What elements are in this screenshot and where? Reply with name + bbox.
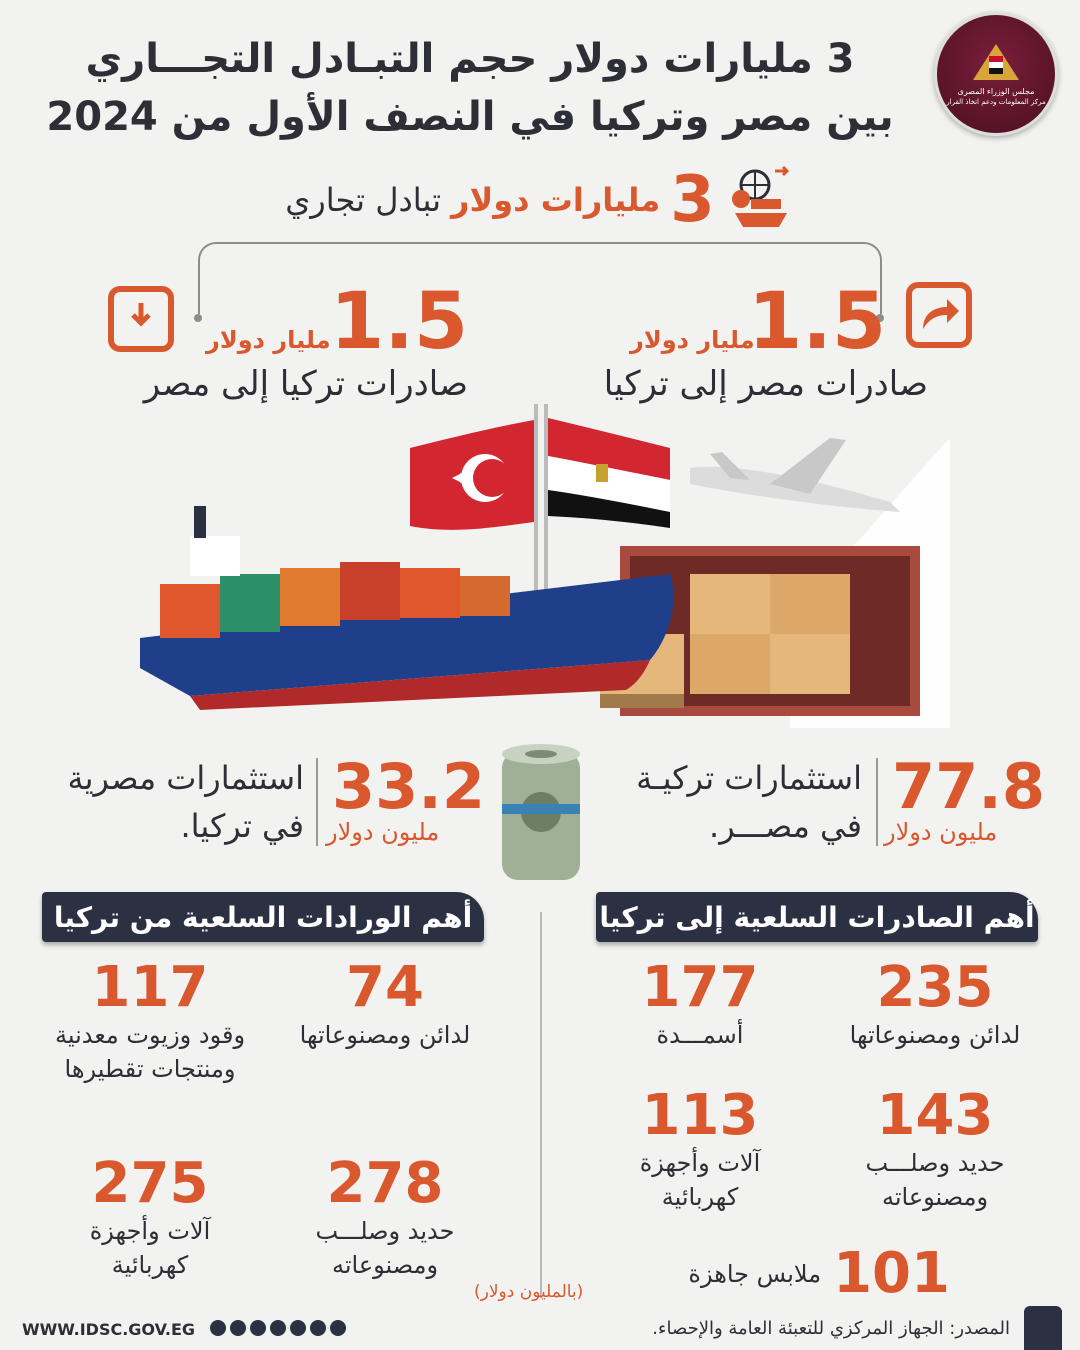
egyptian-investments-unit: مليون دولار	[326, 818, 440, 846]
logo-text-1: مجلس الوزراء المصرى	[957, 86, 1035, 96]
turkey-exports-unit: مليار دولار	[206, 326, 331, 354]
cabinet-idsc-logo: مجلس الوزراء المصرى مركز المعلومات ودعم …	[934, 12, 1058, 136]
trade-headline: 3 مليارات دولار تبادل تجاري	[260, 160, 820, 240]
egypt-exports-unit: مليار دولار	[630, 326, 755, 354]
cargo-ship-icon	[140, 506, 674, 710]
imports-section-title: أهم الورادات السلعية من تركيا	[42, 892, 484, 942]
export-stat-plastics: 235 لدائن ومصنوعاتها	[849, 955, 1021, 1050]
trade-ship-icon	[731, 165, 789, 227]
import-stat-steel: 278 حديد وصلـــب ومصنوعاته	[315, 1151, 455, 1280]
trade-bracket	[198, 242, 882, 314]
trade-value: 3	[670, 163, 715, 237]
units-note: (بالمليون دولار)	[474, 1282, 584, 1302]
egypt-flag-icon	[548, 418, 670, 528]
turkish-investments-unit: مليون دولار	[884, 818, 998, 846]
turkey-flag-icon	[410, 420, 534, 530]
turkish-investments-label-2: في مصـــر.	[709, 807, 862, 845]
import-download-icon	[108, 286, 174, 352]
trade-illustration	[140, 404, 950, 728]
turkey-exports-value: 1.5	[330, 277, 469, 367]
bracket-dot-left	[194, 314, 202, 322]
title-line-1: 3 مليارات دولار حجم التبـادل التجـــاري	[85, 36, 855, 82]
shipping-container-icon	[600, 546, 920, 716]
export-stat-steel: 143 حديد وصلـــب ومصنوعاته	[865, 1083, 1005, 1212]
eagle-emblem-icon	[973, 43, 1019, 80]
x-icon[interactable]	[230, 1320, 246, 1336]
social-icons	[210, 1320, 346, 1336]
facebook-icon[interactable]	[210, 1320, 226, 1336]
whatsapp-icon[interactable]	[330, 1320, 346, 1336]
linkedin-icon[interactable]	[270, 1320, 286, 1336]
telegram-icon[interactable]	[310, 1320, 326, 1336]
egypt-exports-value: 1.5	[748, 277, 887, 367]
money-roll-icon	[502, 744, 580, 880]
page-title: 3 مليارات دولار حجم التبـادل التجـــاري …	[40, 30, 900, 146]
instagram-icon[interactable]	[250, 1320, 266, 1336]
egyptian-investments-label-2: في تركيا.	[180, 807, 304, 845]
turkey-exports-label: صادرات تركيا إلى مصر	[143, 364, 468, 404]
logo-text-2: مركز المعلومات ودعم اتخاذ القرار	[946, 97, 1046, 106]
turkish-investments-label-1: استثمارات تركيـة	[636, 759, 862, 797]
turkish-investments-value: 77.8	[892, 750, 1045, 823]
export-stat-fertilizers: 177 أسمـــدة	[641, 955, 759, 1050]
import-stat-electrical: 275 آلات وأجهزة كهربائية	[89, 1151, 211, 1280]
footer: WWW.IDSC.GOV.EG المصدر: الجهاز المركزي ل…	[0, 1306, 1080, 1350]
import-stat-plastics: 74 لدائن ومصنوعاتها	[299, 955, 471, 1050]
exports-section-title: أهم الصادرات السلعية إلى تركيا	[596, 892, 1038, 942]
export-stat-electrical: 113 آلات وأجهزة كهربائية	[639, 1083, 761, 1212]
investments-separator-right	[876, 758, 878, 846]
footer-accent-bar	[1024, 1306, 1062, 1350]
investments-separator-left	[316, 758, 318, 846]
source-note: المصدر: الجهاز المركزي للتعبئة العامة وا…	[652, 1318, 1010, 1339]
airplane-icon	[690, 438, 900, 512]
trade-unit: مليارات دولار	[451, 181, 661, 219]
website-link[interactable]: WWW.IDSC.GOV.EG	[22, 1320, 196, 1339]
egyptian-investments-value: 33.2	[332, 750, 485, 823]
export-share-icon	[906, 282, 972, 348]
section-divider	[540, 912, 542, 1298]
egyptian-investments-label-1: استثمارات مصرية	[67, 759, 304, 797]
import-stat-fuels: 117 وقود وزيوت معدنية ومنتجات تقطيرها	[54, 955, 246, 1084]
youtube-icon[interactable]	[290, 1320, 306, 1336]
bracket-dot-right	[876, 314, 884, 322]
title-line-2: بين مصر وتركيا في النصف الأول من 2024	[46, 94, 894, 140]
trade-label: تبادل تجاري	[285, 181, 442, 219]
export-stat-clothing: 101 ملابس جاهزة	[688, 1241, 950, 1306]
egypt-exports-label: صادرات مصر إلى تركيا	[603, 364, 928, 404]
